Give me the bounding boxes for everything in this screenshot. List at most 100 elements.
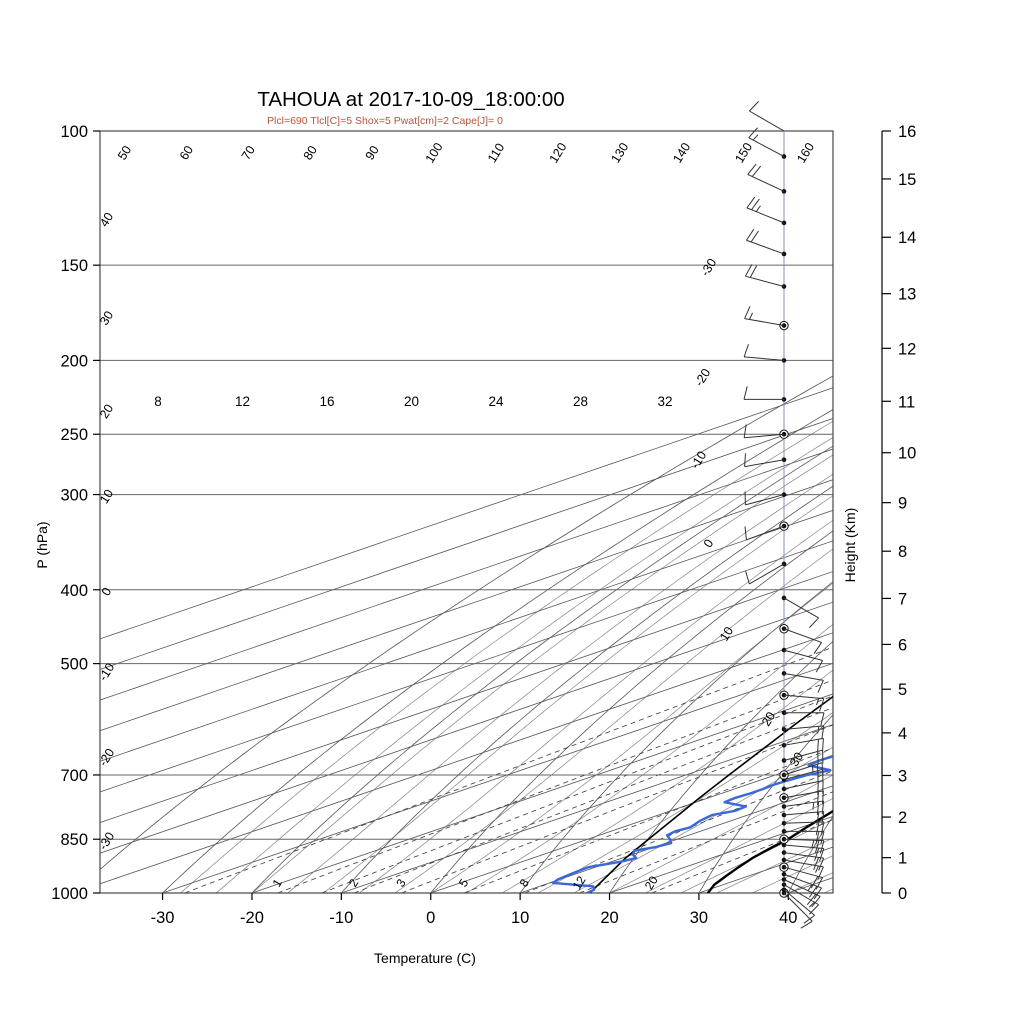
wind-barb-full	[810, 876, 819, 889]
moist-adiabat-line	[358, 519, 833, 893]
isotherm-line	[341, 724, 833, 893]
wind-barb	[744, 306, 789, 331]
wind-barb-shaft	[746, 207, 785, 224]
wind-barb-full	[743, 344, 749, 358]
moist-adiabat-label: 28	[573, 394, 588, 409]
dry-adiabat-label: 60	[177, 143, 196, 162]
wind-barb-shaft	[744, 318, 785, 327]
wind-barb-shaft	[783, 800, 824, 808]
dry-adiabat-label: 130	[608, 140, 631, 165]
temperature-profile-line	[706, 809, 833, 893]
wind-barb-full	[751, 198, 760, 211]
isotherm-label-left: 20	[97, 402, 116, 421]
wind-barb-half	[815, 865, 819, 873]
dry-adiabat-label: 140	[670, 140, 693, 165]
pressure-tick-label: 850	[60, 831, 88, 849]
wind-barb-marker-dot	[781, 358, 787, 363]
wind-barb-full	[744, 306, 751, 319]
isotherm-line	[100, 509, 833, 762]
height-tick-label: 0	[898, 885, 907, 903]
wind-barb-full	[817, 739, 819, 753]
dry-adiabat-line	[251, 445, 833, 893]
wind-barb-half	[755, 205, 761, 212]
isotherm-line	[100, 601, 833, 854]
wind-barb-shaft	[783, 790, 824, 799]
isotherm-line	[100, 417, 833, 670]
moist-adiabat-line	[573, 746, 833, 893]
wind-barb	[745, 561, 787, 585]
height-tick-label: 9	[898, 495, 907, 513]
wind-barb	[781, 829, 825, 845]
wind-barb-shaft	[744, 459, 785, 468]
moist-adiabat-label: 12	[235, 394, 250, 409]
wind-barb-shaft	[744, 356, 785, 361]
isotherm-label-right: 30	[787, 750, 806, 769]
moist-adiabat-line	[609, 774, 833, 893]
wind-barb-full	[821, 725, 825, 740]
wind-barb	[743, 424, 789, 439]
wind-barb-full	[750, 230, 759, 243]
temperature-tick-label: 10	[511, 909, 529, 927]
wind-barb-full	[816, 811, 820, 826]
mixing-ratio-line	[524, 770, 833, 893]
isotherm-line	[100, 571, 833, 824]
wind-barb-shaft	[747, 173, 785, 192]
temperature-axis: -30 -20 -10 0 10 20 30 40	[151, 893, 797, 927]
wind-barb-full	[817, 680, 824, 693]
moist-adiabat-label: 8	[154, 394, 162, 409]
wind-barb	[779, 624, 823, 654]
moist-adiabat-label: 32	[657, 394, 672, 409]
dry-adiabat-label: 80	[301, 143, 320, 162]
moist-adiabat-line	[860, 131, 1024, 893]
isotherm-label-left: 40	[97, 210, 116, 229]
height-tick-label: 3	[898, 767, 907, 785]
wind-barb	[745, 228, 787, 257]
dry-adiabat-lines	[100, 375, 833, 893]
wind-barb-full	[800, 920, 813, 929]
wind-barb-half	[812, 802, 815, 810]
wind-barb-full	[816, 764, 819, 778]
temperature-tick-label: -10	[329, 909, 353, 927]
wind-barb	[748, 100, 785, 132]
wind-barb	[781, 850, 825, 871]
wind-barb-full	[803, 914, 815, 924]
isotherm-label-left: -30	[96, 830, 117, 853]
height-tick-label: 4	[898, 725, 907, 743]
moist-adiabat-label: 20	[404, 394, 419, 409]
isotherm-label-right: -10	[688, 449, 709, 472]
temperature-tick-label: 20	[600, 909, 618, 927]
dry-adiabat-line	[430, 530, 833, 893]
height-tick-label: 1	[898, 850, 907, 868]
isotherm-label-right: -30	[698, 256, 719, 279]
wind-barb-full	[748, 127, 758, 139]
wind-barb-full	[743, 424, 747, 438]
wind-barb-shaft	[783, 892, 813, 922]
wind-barb-shaft	[746, 239, 785, 255]
profile-traces	[551, 695, 833, 893]
height-tick-label: 13	[898, 286, 916, 304]
wind-barb-shaft	[783, 628, 822, 643]
wind-barb-shaft	[783, 694, 824, 700]
isotherm-line	[430, 754, 833, 893]
dry-adiabat-label: 160	[794, 140, 817, 165]
wind-barb-full	[751, 165, 762, 177]
wind-barb-shaft	[783, 866, 823, 879]
wind-barb	[748, 127, 787, 159]
wind-barb	[744, 491, 787, 506]
wind-barb-full	[816, 801, 820, 816]
wind-barb-shaft	[783, 725, 824, 730]
wind-barb	[743, 344, 787, 363]
wind-barb-full	[744, 264, 753, 277]
dry-adiabat-label: 110	[485, 141, 507, 165]
wind-barb	[744, 264, 787, 289]
isotherm-label-right: 10	[717, 624, 736, 643]
mixing-ratio-label: 5	[456, 876, 472, 889]
isotherm-lines	[100, 387, 833, 893]
height-tick-label: 11	[898, 393, 915, 411]
dry-adiabat-line	[609, 640, 833, 893]
wind-barb-full	[821, 811, 825, 825]
dry-adiabat-line	[162, 409, 833, 893]
wind-barb-full	[811, 896, 821, 908]
